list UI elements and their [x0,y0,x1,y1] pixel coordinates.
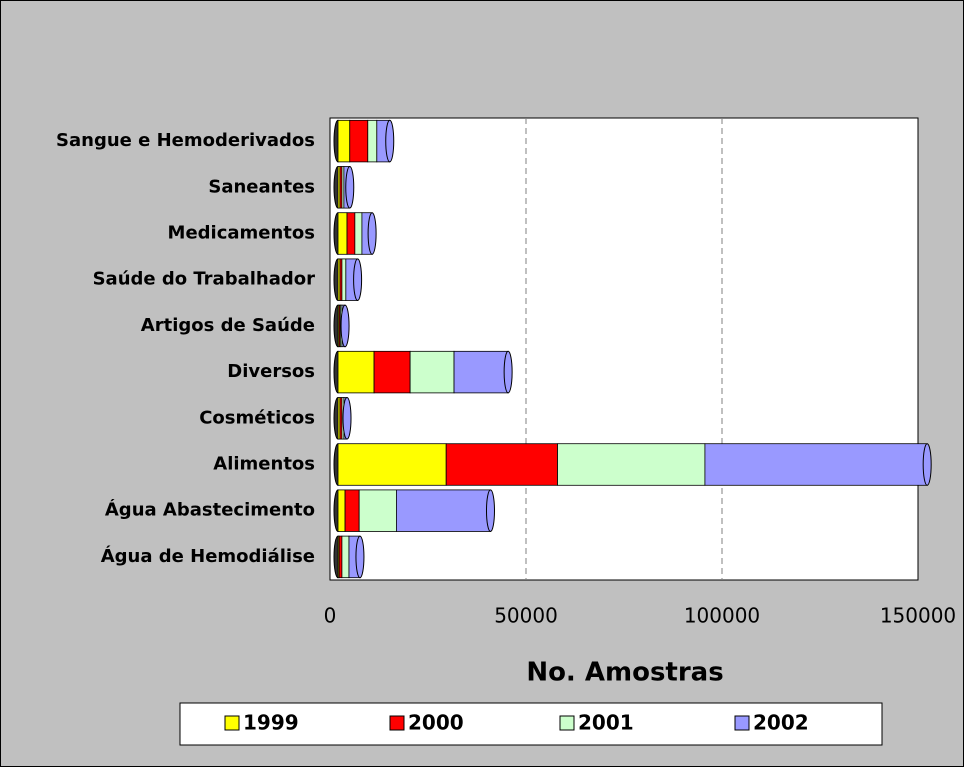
x-tick-label: 100000 [684,604,760,628]
legend-label: 1999 [243,711,299,735]
bar [373,350,411,394]
bar-cap [355,535,365,579]
legend-swatch [389,715,405,731]
bar-cap [342,397,352,440]
legend-label: 2002 [753,711,809,735]
legend-label: 2000 [408,711,464,735]
bar-cap [345,166,355,209]
y-tick-label: Saneantes [208,176,315,197]
bar [337,212,348,255]
bar [337,443,447,486]
y-tick-label: Medicamentos [168,223,315,244]
bar-cap [503,350,513,394]
y-tick-label: Sangue e Hemoderivados [56,130,315,151]
bar [337,489,346,532]
bar [445,443,558,486]
bar-cap [353,258,363,301]
legend-swatch [734,715,750,731]
bar [344,489,360,532]
y-tick-label: Água de Hemodiálise [101,545,315,567]
x-tick-label: 0 [324,604,337,628]
bar-cap [385,119,395,163]
bar [396,489,491,532]
bar-cap [485,489,495,532]
legend [179,702,883,746]
y-tick-label: Diversos [227,361,315,382]
y-tick-label: Água Abastecimento [105,499,315,521]
bar-cap [367,212,377,255]
y-tick-label: Saúde do Trabalhador [93,269,316,290]
legend-label: 2001 [578,711,634,735]
bar [367,119,378,163]
x-axis-label: No. Amostras [526,658,723,688]
bar [349,119,369,163]
bar-cap [922,443,932,486]
bar [346,212,356,255]
y-tick-label: Artigos de Saúde [141,315,315,336]
y-tick-label: Alimentos [213,454,315,475]
x-tick-label: 150000 [880,604,956,628]
bar [354,212,363,255]
bar [338,535,343,579]
y-tick-label: Cosméticos [199,407,315,428]
bar [341,535,350,579]
bar [557,443,706,486]
bar [704,443,928,486]
bar [337,119,351,163]
bar [453,350,509,394]
bar [358,489,397,532]
bar [341,258,347,301]
bar [337,350,375,394]
bar-cap [340,304,350,348]
legend-swatch [224,715,240,731]
bar [409,350,455,394]
legend-swatch [559,715,575,731]
x-tick-label: 50000 [494,604,558,628]
